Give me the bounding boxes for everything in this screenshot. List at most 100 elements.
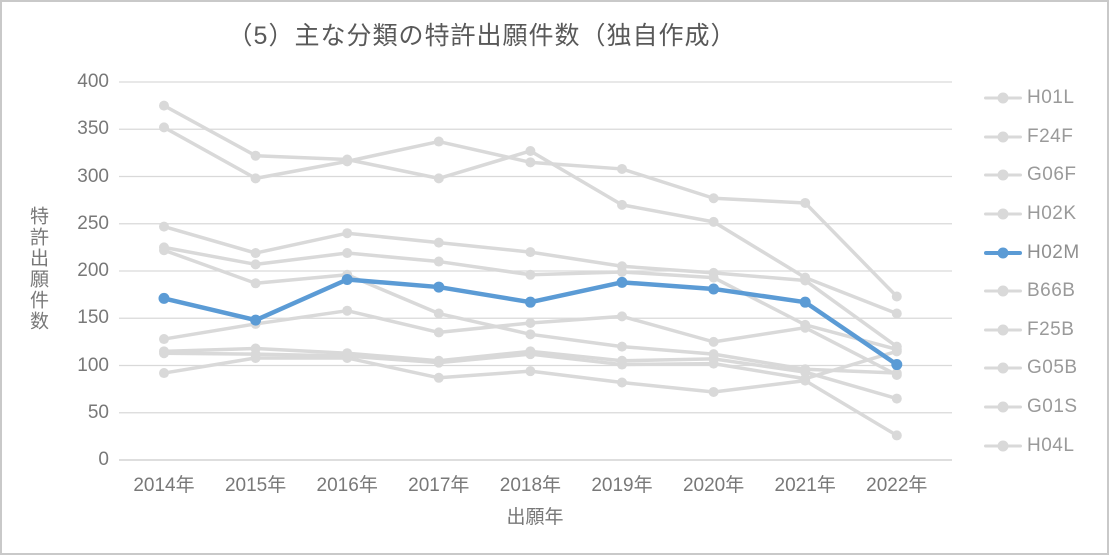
y-tick-label-150: 150	[77, 307, 109, 329]
legend-line-marker-icon	[984, 440, 1022, 452]
series-F24F	[159, 122, 902, 302]
data-point-H02M-2019年	[616, 276, 628, 288]
data-point-H01L-2020年	[708, 216, 719, 227]
data-point-H02M-2016年	[341, 274, 353, 286]
series-H04L	[159, 352, 902, 441]
legend-label-F24F: F24F	[1027, 125, 1074, 147]
legend-label-H02M: H02M	[1027, 241, 1080, 263]
data-point-H04L-2022年	[891, 430, 902, 441]
data-point-F24F-2016年	[342, 156, 353, 167]
x-tick-label-2018年: 2018年	[499, 475, 562, 496]
data-point-H02K-2018年	[525, 269, 536, 280]
data-point-F24F-2017年	[433, 136, 444, 147]
legend-item-F25B: F25B	[984, 311, 1104, 350]
data-point-H02M-2017年	[433, 281, 445, 293]
data-point-G06F-2017年	[433, 237, 444, 248]
chart-legend: H01L F24F G06F H02K H02M B66B F25B G05B G01S H04L	[984, 79, 1104, 465]
data-point-G06F-2015年	[250, 248, 261, 259]
legend-line-marker-icon	[984, 169, 1022, 181]
legend-item-H02M: H02M	[984, 233, 1104, 272]
data-point-F25B-2021年	[800, 322, 811, 333]
data-point-H02M-2021年	[799, 296, 811, 308]
x-tick-label-2021年: 2021年	[774, 475, 836, 496]
legend-item-G01S: G01S	[984, 388, 1104, 427]
data-point-H01L-2017年	[433, 173, 444, 184]
data-point-H04L-2016年	[342, 352, 353, 363]
data-point-F24F-2019年	[617, 163, 627, 174]
data-point-H04L-2018年	[525, 366, 536, 377]
legend-line-marker-icon	[984, 92, 1022, 104]
data-point-H02K-2017年	[433, 256, 444, 267]
data-point-F25B-2014年	[159, 334, 169, 345]
data-point-H04L-2014年	[159, 368, 169, 379]
data-point-H04L-2017年	[433, 372, 444, 383]
data-point-F24F-2020年	[708, 193, 719, 204]
data-point-H02K-2020年	[708, 272, 719, 283]
legend-label-H02K: H02K	[1027, 203, 1077, 225]
data-point-F24F-2014年	[159, 122, 169, 133]
y-tick-label-0: 0	[98, 449, 109, 470]
data-point-G01S-2019年	[617, 359, 627, 370]
data-point-H02K-2015年	[250, 259, 261, 270]
y-tick-label-200: 200	[77, 260, 109, 281]
data-point-H02M-2018年	[524, 296, 536, 308]
data-point-H01L-2022年	[891, 308, 902, 319]
legend-label-B66B: B66B	[1027, 280, 1076, 302]
data-point-B66B-2019年	[617, 341, 627, 352]
legend-line-marker-icon	[984, 208, 1022, 220]
legend-label-F25B: F25B	[1027, 318, 1075, 340]
data-point-H01L-2014年	[159, 100, 169, 111]
x-tick-label-2017年: 2017年	[408, 475, 470, 496]
data-point-F25B-2018年	[525, 317, 536, 328]
data-point-H04L-2020年	[708, 386, 719, 397]
legend-line-marker-icon	[984, 362, 1022, 374]
data-point-G05B-2022年	[891, 393, 902, 404]
legend-item-H01L: H01L	[984, 79, 1104, 118]
data-point-H02M-2020年	[708, 283, 720, 295]
data-point-G06F-2021年	[800, 275, 811, 286]
data-point-H01L-2019年	[617, 199, 627, 210]
data-point-G01S-2017年	[433, 357, 444, 368]
legend-line-marker-icon	[984, 131, 1022, 143]
x-tick-label-2014年: 2014年	[133, 475, 195, 496]
y-tick-label-300: 300	[77, 165, 109, 187]
data-point-F24F-2022年	[891, 291, 902, 302]
data-point-H04L-2021年	[800, 375, 811, 386]
legend-item-F24F: F24F	[984, 118, 1104, 157]
data-point-H02M-2014年	[158, 292, 170, 304]
data-point-B66B-2018年	[525, 329, 536, 340]
x-tick-label-2020年: 2020年	[682, 475, 745, 496]
x-tick-label-2019年: 2019年	[591, 475, 653, 496]
data-point-F25B-2022年	[891, 369, 902, 380]
series-line-G06F	[162, 224, 899, 349]
data-point-H04L-2019年	[617, 377, 627, 388]
data-point-F24F-2018年	[525, 157, 536, 168]
data-point-H02M-2022年	[891, 359, 903, 371]
data-point-F24F-2015年	[250, 173, 261, 184]
legend-item-H04L: H04L	[984, 426, 1104, 465]
legend-label-G06F: G06F	[1027, 164, 1077, 186]
data-point-F25B-2019年	[617, 311, 627, 322]
data-point-G06F-2018年	[525, 247, 536, 258]
y-axis-title: 特許出願件数	[27, 206, 48, 332]
data-point-F25B-2016年	[342, 305, 353, 316]
data-point-H02K-2019年	[617, 266, 627, 277]
legend-item-B66B: B66B	[984, 272, 1104, 311]
x-axis-title: 出願年	[506, 507, 564, 528]
chart-title: （5）主な分類の特許出願件数（独自作成）	[227, 22, 737, 50]
legend-line-marker-icon	[984, 324, 1022, 336]
legend-item-G06F: G06F	[984, 156, 1104, 195]
legend-line-marker-icon	[984, 247, 1022, 259]
data-point-H04L-2015年	[250, 352, 261, 363]
data-point-H01L-2018年	[525, 145, 536, 156]
y-tick-label-50: 50	[87, 401, 109, 423]
data-point-G01S-2020年	[708, 358, 719, 369]
data-point-B66B-2015年	[250, 278, 261, 289]
legend-line-marker-icon	[984, 401, 1022, 413]
data-point-H02M-2015年	[250, 314, 262, 326]
data-point-B66B-2014年	[159, 245, 169, 256]
legend-label-H01L: H01L	[1027, 87, 1075, 109]
x-tick-label-2015年: 2015年	[224, 475, 287, 496]
legend-item-H02K: H02K	[984, 195, 1104, 234]
